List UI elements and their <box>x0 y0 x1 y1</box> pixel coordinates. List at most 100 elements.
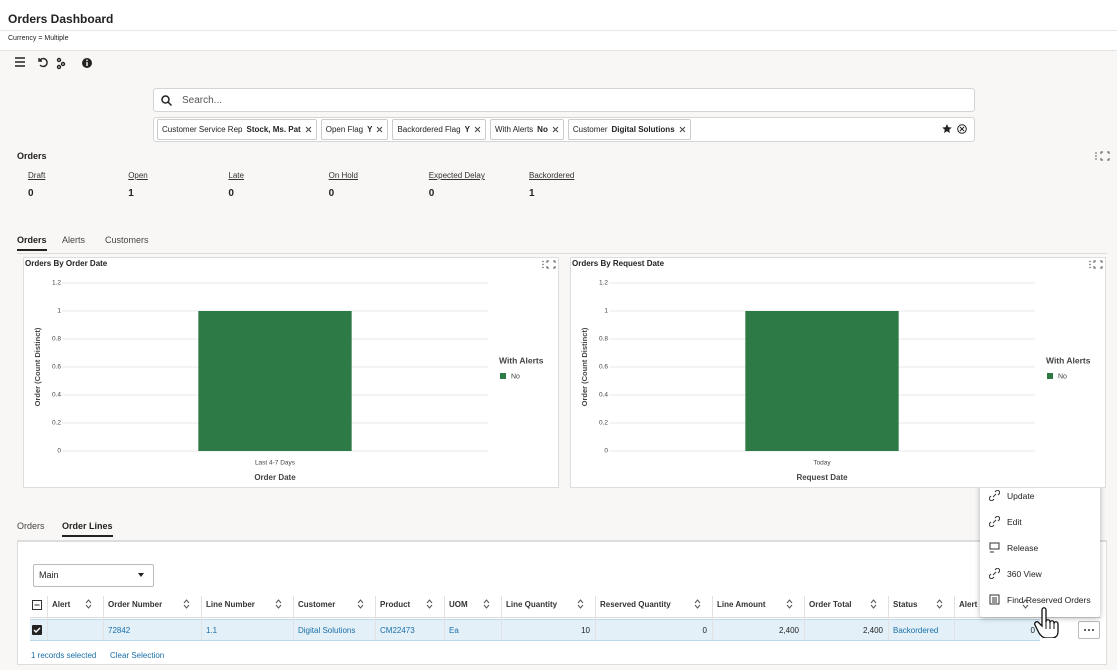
y-tick-label: 1 <box>57 308 61 315</box>
metric-label[interactable]: Backordered <box>529 171 575 180</box>
column-header[interactable]: UOM <box>449 600 468 609</box>
y-tick-label: 0 <box>604 448 608 455</box>
column-header[interactable]: Customer <box>298 600 336 609</box>
search-box[interactable] <box>153 88 975 112</box>
tab[interactable]: Customers <box>105 235 149 245</box>
x-tick-label: Last 4-7 Days <box>255 460 296 467</box>
sort-icon <box>357 599 364 609</box>
sort-icon <box>85 599 92 609</box>
icon-shape <box>992 597 997 603</box>
column-separator <box>201 596 202 640</box>
remove-filter[interactable] <box>552 126 559 133</box>
table-cell: 0 <box>1030 626 1035 635</box>
column-header[interactable]: Alert <box>959 600 978 609</box>
column-separator <box>444 596 445 640</box>
menu-item[interactable]: Edit <box>1007 517 1022 527</box>
filter-value: Y <box>464 125 470 134</box>
metric-value: 0 <box>228 188 234 199</box>
column-separator <box>712 596 713 640</box>
remove-filter[interactable] <box>474 126 481 133</box>
filter-value: No <box>537 125 548 134</box>
dot <box>1089 260 1091 263</box>
sort-glyph <box>357 599 364 609</box>
bar <box>745 311 899 451</box>
y-tick-label: 1.2 <box>599 280 608 287</box>
column-header[interactable]: Line Amount <box>717 600 766 609</box>
sort-icon <box>870 599 877 609</box>
remove-filter[interactable] <box>305 126 312 133</box>
tab[interactable]: Order Lines <box>62 521 113 537</box>
hand-cursor <box>1034 607 1059 638</box>
tab[interactable]: Alerts <box>62 235 86 245</box>
table-cell[interactable]: Backordered <box>893 626 939 635</box>
filter-value: Digital Solutions <box>611 125 675 134</box>
table-cell[interactable]: CM22473 <box>380 626 415 635</box>
filter-label: Customer Service Rep <box>162 125 243 134</box>
filter-actions[interactable] <box>942 123 968 135</box>
sort-glyph <box>1022 599 1029 609</box>
view-select[interactable] <box>33 564 154 587</box>
metric-value: 1 <box>529 188 535 199</box>
column-header[interactable]: Line Quantity <box>506 600 558 609</box>
y-tick-label: 0.8 <box>599 336 608 343</box>
filter-label: Open Flag <box>325 125 364 134</box>
icon-shape <box>989 542 1000 550</box>
menu-item[interactable]: Find Reserved Orders <box>1007 595 1091 605</box>
column-header[interactable]: Reserved Quantity <box>600 600 671 609</box>
clear-selection[interactable]: Clear Selection <box>110 651 165 660</box>
column-header[interactable]: Order Number <box>108 600 163 609</box>
metric-value: 0 <box>28 188 34 199</box>
metric-label[interactable]: Expected Delay <box>428 171 485 180</box>
menu-icon <box>989 594 1000 605</box>
dot <box>542 263 544 266</box>
sort-glyph <box>936 599 943 609</box>
column-separator <box>375 596 376 640</box>
metric-label[interactable]: Open <box>128 171 148 180</box>
column-header[interactable]: Alert <box>52 600 71 609</box>
legend-swatch <box>1047 373 1053 379</box>
filter-chip[interactable]: Customer Service Rep Stock, Ms. Pat <box>157 119 317 140</box>
remove-filter[interactable] <box>376 126 383 133</box>
metric-label[interactable]: Draft <box>28 171 46 180</box>
row-checkbox[interactable] <box>32 625 42 635</box>
sort-icon <box>183 599 190 609</box>
column-header[interactable]: Order Total <box>809 600 852 609</box>
toolbar-icons[interactable] <box>14 56 94 70</box>
panel-actions[interactable] <box>1094 151 1112 161</box>
column-header[interactable]: Status <box>893 600 918 609</box>
y-tick-label: 0.6 <box>599 364 608 371</box>
x-axis-title: Order Date <box>254 473 296 482</box>
filter-chip[interactable]: Open Flag Y <box>320 119 389 140</box>
icon-shape <box>989 490 1000 501</box>
legend-title: With Alerts <box>499 355 544 365</box>
menu-item[interactable]: Release <box>1007 543 1039 553</box>
remove-glyph <box>474 126 481 133</box>
sort-icon <box>786 599 793 609</box>
table-cell[interactable]: Ea <box>449 626 459 635</box>
metric-label[interactable]: On Hold <box>328 171 358 180</box>
filter-chip[interactable]: Backordered Flag Y <box>392 119 486 140</box>
menu-icon <box>989 516 1000 527</box>
table-cell[interactable]: 72842 <box>108 626 131 635</box>
filter-chip[interactable]: With Alerts No <box>489 119 564 140</box>
y-axis-title: Order (Count Distinct) <box>33 327 42 406</box>
column-separator <box>595 596 596 640</box>
selected-row[interactable] <box>30 619 1040 641</box>
metric-label[interactable]: Late <box>228 171 244 180</box>
sort-glyph <box>183 599 190 609</box>
remove-filter[interactable] <box>679 126 686 133</box>
column-header[interactable]: Line Number <box>206 600 255 609</box>
filter-chip[interactable]: Customer Digital Solutions <box>567 119 691 140</box>
sort-icon <box>426 599 433 609</box>
metric-value: 0 <box>428 188 435 199</box>
tabs-divider <box>17 253 1107 254</box>
column-header[interactable]: Product <box>380 600 411 609</box>
menu-item[interactable]: 360 View <box>1007 569 1042 579</box>
header-checkbox[interactable] <box>32 600 42 610</box>
tab[interactable]: Orders <box>17 521 45 531</box>
table-cell[interactable]: 1.1 <box>206 626 218 635</box>
search-placeholder: Search... <box>182 95 223 106</box>
table-cell[interactable]: Digital Solutions <box>298 626 356 635</box>
tab[interactable]: Orders <box>17 235 47 251</box>
menu-item[interactable]: Update <box>1007 491 1035 501</box>
